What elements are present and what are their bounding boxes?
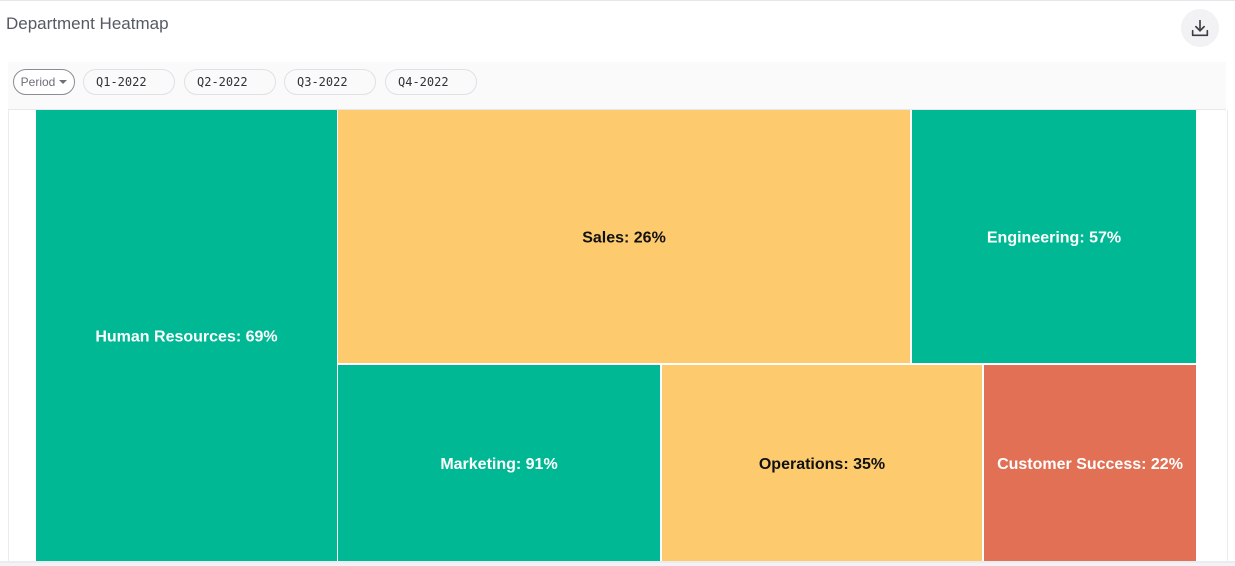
heatmap-chart: Human Resources: 69% Sales: 26% Engineerin… (36, 110, 1196, 561)
tile-human-resources[interactable] (36, 110, 337, 561)
tile-label-marketing: Marketing: 91% (440, 456, 557, 473)
tile-operations[interactable] (662, 365, 982, 561)
tile-customer-success[interactable] (984, 365, 1196, 561)
tile-engineering[interactable] (912, 110, 1196, 363)
filter-bar: Period Q1-2022 Q2-2022 Q3-2022 Q4-2022 (8, 62, 1226, 110)
chart-area: Human Resources: 69% Sales: 26% Engineerin… (8, 110, 1228, 561)
bottom-divider (0, 561, 1235, 563)
top-divider (0, 0, 1235, 1)
tile-label-human-resources: Human Resources: 69% (95, 329, 277, 346)
caret-down-icon (59, 80, 68, 84)
tile-label-sales: Sales: 26% (582, 230, 666, 247)
chip-q4[interactable]: Q4-2022 (385, 69, 477, 95)
period-label: Period (20, 75, 56, 89)
tile-label-customer-success: Customer Success: 22% (997, 456, 1183, 473)
chip-q3[interactable]: Q3-2022 (284, 69, 376, 95)
download-button[interactable] (1181, 9, 1219, 47)
download-icon (1191, 19, 1209, 37)
tile-sales[interactable] (338, 110, 910, 363)
period-dropdown[interactable]: Period (13, 69, 75, 95)
chip-q1[interactable]: Q1-2022 (83, 69, 175, 95)
page-title: Department Heatmap (6, 14, 169, 33)
tile-marketing[interactable] (338, 365, 660, 561)
tile-label-operations: Operations: 35% (759, 456, 885, 473)
chip-q2[interactable]: Q2-2022 (184, 69, 276, 95)
tile-label-engineering: Engineering: 57% (987, 230, 1121, 247)
